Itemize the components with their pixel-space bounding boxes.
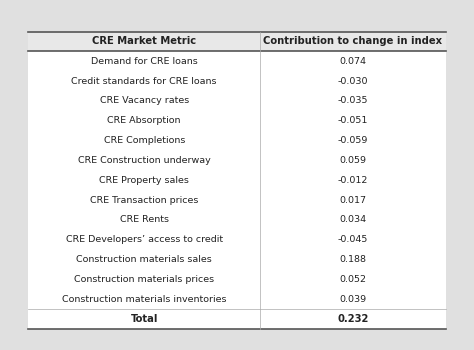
Text: -0.030: -0.030 xyxy=(337,77,368,86)
Text: Construction materials inventories: Construction materials inventories xyxy=(62,295,227,304)
Text: CRE Vacancy rates: CRE Vacancy rates xyxy=(100,96,189,105)
Text: 0.074: 0.074 xyxy=(339,57,366,66)
Text: -0.045: -0.045 xyxy=(337,235,368,244)
Text: -0.035: -0.035 xyxy=(337,96,368,105)
Text: CRE Market Metric: CRE Market Metric xyxy=(92,36,196,47)
Text: -0.051: -0.051 xyxy=(337,116,368,125)
Text: 0.059: 0.059 xyxy=(339,156,366,165)
Text: -0.012: -0.012 xyxy=(337,176,368,185)
Text: CRE Absorption: CRE Absorption xyxy=(108,116,181,125)
Text: Construction materials sales: Construction materials sales xyxy=(76,255,212,264)
Text: CRE Rents: CRE Rents xyxy=(120,215,169,224)
Text: 0.017: 0.017 xyxy=(339,196,366,205)
Text: CRE Property sales: CRE Property sales xyxy=(99,176,189,185)
Text: CRE Transaction prices: CRE Transaction prices xyxy=(90,196,199,205)
Text: 0.034: 0.034 xyxy=(339,215,366,224)
Text: -0.059: -0.059 xyxy=(337,136,368,145)
Text: 0.188: 0.188 xyxy=(339,255,366,264)
Bar xyxy=(28,32,446,51)
Text: CRE Completions: CRE Completions xyxy=(103,136,185,145)
Text: CRE Developers’ access to credit: CRE Developers’ access to credit xyxy=(65,235,223,244)
Bar xyxy=(28,32,446,329)
Text: 0.232: 0.232 xyxy=(337,314,368,324)
Text: Contribution to change in index: Contribution to change in index xyxy=(263,36,442,47)
Text: Construction materials prices: Construction materials prices xyxy=(74,275,214,284)
Text: Demand for CRE loans: Demand for CRE loans xyxy=(91,57,198,66)
Text: 0.039: 0.039 xyxy=(339,295,366,304)
Text: Total: Total xyxy=(130,314,158,324)
Text: Credit standards for CRE loans: Credit standards for CRE loans xyxy=(72,77,217,86)
Text: CRE Construction underway: CRE Construction underway xyxy=(78,156,210,165)
Text: 0.052: 0.052 xyxy=(339,275,366,284)
